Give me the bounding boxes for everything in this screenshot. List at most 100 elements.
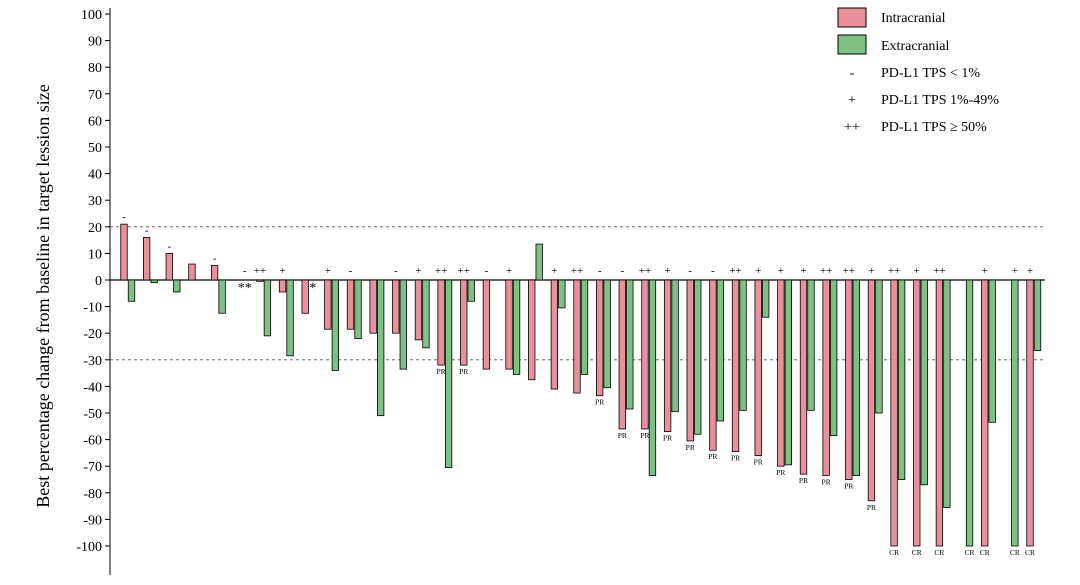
y-tick-label: 30 (88, 194, 102, 209)
legend-label-low: PD-L1 TPS 1%-49% (881, 93, 999, 108)
pdl1-marker: + (868, 265, 874, 277)
response-label: PR (731, 454, 740, 463)
bar-extracranial (354, 279, 362, 339)
response-label: PR (754, 458, 763, 467)
pdl1-marker: + (664, 265, 670, 277)
legend-symbol-negative: - (850, 66, 855, 81)
bar-extracranial (467, 279, 475, 302)
bar-intracranial (641, 279, 649, 430)
bar-intracranial (369, 279, 377, 334)
pdl1-marker: ++ (843, 265, 855, 277)
pdl1-marker: - (394, 265, 398, 277)
pdl1-marker: - (598, 265, 602, 277)
bar-extracranial (1033, 279, 1042, 351)
pdl1-marker: - (485, 265, 489, 277)
y-tick-label: -70 (83, 460, 102, 475)
pdl1-marker: + (415, 265, 421, 277)
bar-extracranial (830, 279, 838, 437)
pdl1-marker: + (800, 265, 806, 277)
legend-symbol-high: ++ (844, 120, 860, 135)
bar-intracranial (256, 279, 264, 282)
response-label: CR (1025, 548, 1035, 557)
pdl1-marker: + (982, 265, 988, 277)
bar-extracranial (376, 279, 385, 417)
y-tick-label: 90 (88, 35, 102, 50)
bar-extracranial (852, 279, 860, 476)
pdl1-marker: - (711, 265, 715, 277)
bar-extracranial (444, 279, 453, 468)
bar-extracranial (263, 279, 272, 337)
bar-intracranial (935, 279, 944, 547)
bar-extracranial (807, 279, 815, 411)
bar-intracranial (414, 279, 423, 341)
y-tick-label: 50 (88, 141, 102, 156)
y-tick-label: 40 (88, 168, 102, 183)
pdl1-marker: + (914, 265, 920, 277)
pdl1-marker: - (167, 240, 171, 252)
y-tick-label: -10 (83, 301, 102, 316)
pdl1-marker: ++ (458, 265, 470, 277)
pdl1-marker: ++ (820, 265, 832, 277)
response-label: PR (663, 434, 672, 443)
pdl1-marker: + (506, 265, 512, 277)
pdl1-marker: - (122, 211, 126, 223)
y-tick-label: -50 (83, 407, 102, 422)
bar-intracranial (731, 279, 740, 452)
bar-extracranial (173, 279, 181, 293)
pdl1-marker: ++ (888, 265, 900, 277)
bar-extracranial (988, 279, 996, 423)
bar-extracranial (784, 279, 792, 466)
pdl1-marker: ++ (571, 265, 583, 277)
pdl1-marker: + (1027, 265, 1033, 277)
bar-extracranial (603, 279, 611, 389)
bar-extracranial (422, 279, 430, 349)
y-tick-label: 100 (81, 8, 102, 23)
bar-extracranial (694, 279, 702, 435)
response-label: PR (867, 503, 876, 512)
bar-intracranial (392, 279, 400, 334)
bar-intracranial (890, 279, 898, 547)
bar-intracranial (981, 279, 989, 547)
y-tick-label: -60 (83, 434, 102, 449)
response-label: CR (912, 548, 922, 557)
pdl1-marker: - (243, 265, 247, 277)
y-tick-label: 70 (88, 88, 102, 103)
bar-intracranial (460, 279, 468, 366)
y-tick-label: -20 (83, 327, 102, 342)
bars (120, 223, 1042, 547)
pdl1-marker: + (755, 265, 761, 277)
bar-extracranial (875, 279, 883, 414)
bar-extracranial (671, 279, 679, 413)
bar-intracranial (550, 279, 558, 390)
response-label: PR (618, 431, 627, 440)
bar-intracranial (324, 279, 332, 330)
response-label: PR (640, 431, 649, 440)
response-label: PR (459, 367, 468, 376)
bar-intracranial (777, 279, 785, 467)
bar-intracranial (142, 237, 151, 281)
bar-extracranial (286, 279, 294, 357)
asterisk-note: * (309, 281, 316, 296)
bar-extracranial (399, 279, 407, 370)
response-label: CR (889, 548, 899, 557)
pdl1-marker: ++ (729, 265, 741, 277)
bar-intracranial (845, 279, 853, 480)
bar-extracranial (535, 243, 543, 281)
bar-intracranial (301, 279, 309, 314)
bar-intracranial (913, 279, 921, 547)
response-label: CR (965, 548, 975, 557)
legend-label-negative: PD-L1 TPS < 1% (881, 66, 980, 81)
bar-intracranial (663, 279, 672, 433)
bar-extracranial (920, 279, 928, 486)
bar-extracranial (512, 279, 521, 375)
bar-extracranial (331, 279, 340, 371)
legend-swatch-intracranial (837, 7, 867, 28)
response-label: PR (844, 482, 853, 491)
bar-extracranial (1011, 279, 1019, 547)
bar-extracranial (739, 279, 747, 411)
y-tick-label: 80 (88, 61, 102, 76)
y-tick-label: -30 (83, 354, 102, 369)
legend-label-extracranial: Extracranial (881, 39, 950, 54)
legend: Intracranial Extracranial - PD-L1 TPS < … (837, 7, 999, 135)
bar-annotations: -----**++ +*+ - - + ++PR++PR- + + ++ -PR-PR++PR+P… (122, 211, 1035, 557)
